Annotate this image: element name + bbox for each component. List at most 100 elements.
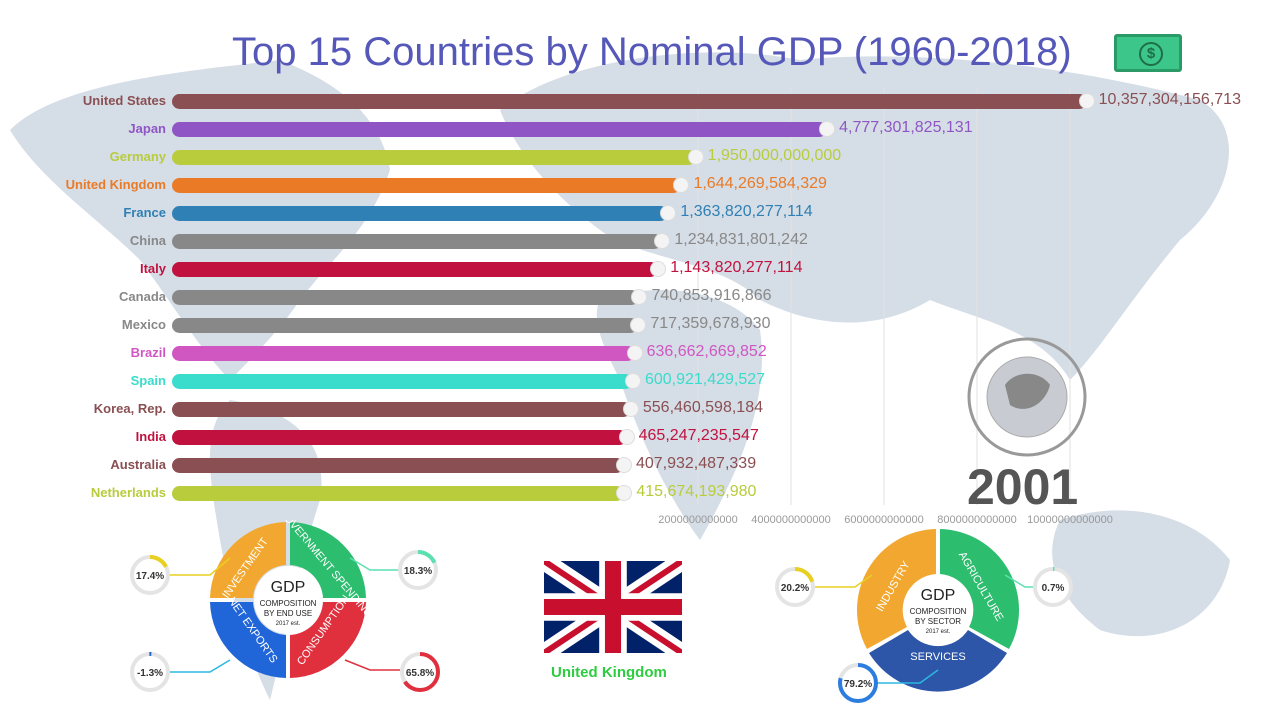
bar bbox=[172, 374, 633, 389]
bar bbox=[172, 458, 624, 473]
net-exports-value: -1.3% bbox=[137, 668, 163, 679]
value-label: 407,932,487,339 bbox=[635, 455, 757, 472]
country-flag-icon bbox=[687, 149, 704, 165]
year-label: 2001 bbox=[967, 459, 1079, 515]
gdp-end-use-chart: GDP COMPOSITION BY END USE 2017 est. INV… bbox=[130, 520, 440, 692]
value-label: 10,357,304,156,713 bbox=[1098, 91, 1241, 108]
bar-row: Canada 740,853,916,866 bbox=[0, 287, 1280, 307]
segment-investment bbox=[210, 522, 286, 598]
chart-title: Top 15 Countries by Nominal GDP (1960-20… bbox=[232, 30, 1072, 74]
bar-row: France 1,363,820,277,114 bbox=[0, 203, 1280, 223]
x-tick-label: 10000000000000 bbox=[1027, 514, 1113, 526]
country-flag-icon bbox=[616, 485, 633, 501]
center-title: GDP bbox=[271, 579, 306, 596]
country-flag-icon bbox=[622, 401, 639, 417]
category-label: China bbox=[129, 233, 166, 248]
value-label: 1,234,831,801,242 bbox=[674, 231, 808, 248]
category-label: Brazil bbox=[130, 345, 166, 360]
agriculture-value: 0.7% bbox=[1042, 583, 1065, 594]
value-label: 600,921,429,527 bbox=[644, 371, 766, 388]
bar bbox=[172, 234, 663, 249]
bar-row: Italy 1,143,820,277,114 bbox=[0, 259, 1280, 279]
value-label: 717,359,678,930 bbox=[650, 315, 771, 332]
country-flag-icon bbox=[654, 233, 671, 249]
country-flag-icon bbox=[630, 317, 647, 333]
center-subtitle: BY SECTOR bbox=[915, 617, 961, 626]
bar bbox=[172, 122, 828, 137]
value-label: 636,662,669,852 bbox=[646, 343, 767, 360]
bar-row: Germany 1,950,000,000,000 bbox=[0, 147, 1280, 167]
category-label: France bbox=[123, 205, 166, 220]
value-label: 1,950,000,000,000 bbox=[707, 147, 842, 164]
x-tick-label: 4000000000000 bbox=[751, 514, 831, 526]
category-label: United Kingdom bbox=[65, 177, 166, 192]
bar-row: Netherlands 415,674,193,980 bbox=[0, 483, 1280, 503]
value-label: 1,644,269,584,329 bbox=[693, 175, 827, 192]
highlighted-country-name: United Kingdom bbox=[551, 664, 667, 681]
value-label: 740,853,916,866 bbox=[651, 287, 772, 304]
investment-value: 17.4% bbox=[136, 571, 164, 582]
country-flag-icon bbox=[1078, 93, 1095, 109]
country-flag-icon bbox=[660, 205, 677, 221]
center-subtitle: COMPOSITION bbox=[910, 607, 967, 616]
segment-net-exports bbox=[210, 602, 286, 678]
country-flag-icon bbox=[624, 373, 641, 389]
segment-label: SERVICES bbox=[910, 651, 965, 663]
value-label: 556,460,598,184 bbox=[642, 399, 763, 416]
united-kingdom-flag bbox=[544, 561, 682, 653]
value-label: 415,674,193,980 bbox=[636, 483, 757, 500]
category-label: Canada bbox=[119, 289, 166, 304]
bar bbox=[172, 178, 682, 193]
consumption-value: 65.8% bbox=[406, 668, 434, 679]
category-label: India bbox=[135, 429, 166, 444]
gdp-sector-chart: GDP COMPOSITION BY SECTOR 2017 est. INDU… bbox=[775, 529, 1073, 703]
bar-row: Mexico 717,359,678,930 bbox=[0, 315, 1280, 335]
x-tick-label: 6000000000000 bbox=[844, 514, 924, 526]
bar bbox=[172, 262, 659, 277]
bar bbox=[172, 290, 640, 305]
value-label: 4,777,301,825,131 bbox=[839, 119, 973, 136]
dollar-bill-icon: $ bbox=[1114, 34, 1182, 72]
gauges: 17.4% 18.3% -1.3% 65.8% bbox=[130, 550, 440, 692]
bar-row: Korea, Rep. 556,460,598,184 bbox=[0, 399, 1280, 419]
x-tick-label: 8000000000000 bbox=[937, 514, 1017, 526]
watermark-logo bbox=[967, 337, 1087, 457]
bar-row: United States 10,357,304,156,713 bbox=[0, 91, 1280, 111]
category-label: United States bbox=[82, 93, 166, 108]
industry-value: 20.2% bbox=[781, 583, 809, 594]
center-note: 2017 est. bbox=[926, 629, 951, 635]
country-flag-icon bbox=[615, 457, 632, 473]
category-label: Mexico bbox=[121, 317, 166, 332]
segment-industry bbox=[856, 529, 936, 649]
center-subtitle: COMPOSITION bbox=[260, 599, 317, 608]
category-label: Netherlands bbox=[90, 485, 166, 500]
bar-row: Australia 407,932,487,339 bbox=[0, 455, 1280, 475]
bar bbox=[172, 402, 631, 417]
category-label: Spain bbox=[130, 373, 166, 388]
category-label: Australia bbox=[110, 457, 166, 472]
bar bbox=[172, 206, 669, 221]
center-subtitle: BY END USE bbox=[264, 609, 312, 618]
country-flag-icon bbox=[673, 177, 690, 193]
country-flag-icon bbox=[819, 121, 836, 137]
segment-services bbox=[869, 630, 1007, 692]
bar-row: Spain 600,921,429,527 bbox=[0, 371, 1280, 391]
bar-row: Japan 4,777,301,825,131 bbox=[0, 119, 1280, 139]
value-label: 465,247,235,547 bbox=[638, 427, 759, 444]
bar bbox=[172, 346, 635, 361]
bar bbox=[172, 486, 625, 501]
bar-row: China 1,234,831,801,242 bbox=[0, 231, 1280, 251]
value-label: 1,143,820,277,114 bbox=[670, 259, 803, 276]
segment-consumption bbox=[290, 602, 366, 678]
bar bbox=[172, 430, 627, 445]
segment-government-spending bbox=[290, 522, 366, 598]
value-label: 1,363,820,277,114 bbox=[680, 203, 813, 220]
bar-row: United Kingdom 1,644,269,584,329 bbox=[0, 175, 1280, 195]
country-flag-icon bbox=[618, 429, 635, 445]
center-note: 2017 est. bbox=[276, 621, 301, 627]
bar-row: Brazil 636,662,669,852 bbox=[0, 343, 1280, 363]
center-title: GDP bbox=[921, 587, 956, 604]
services-value: 79.2% bbox=[844, 679, 872, 690]
country-flag-icon bbox=[626, 345, 643, 361]
category-label: Korea, Rep. bbox=[93, 401, 166, 416]
